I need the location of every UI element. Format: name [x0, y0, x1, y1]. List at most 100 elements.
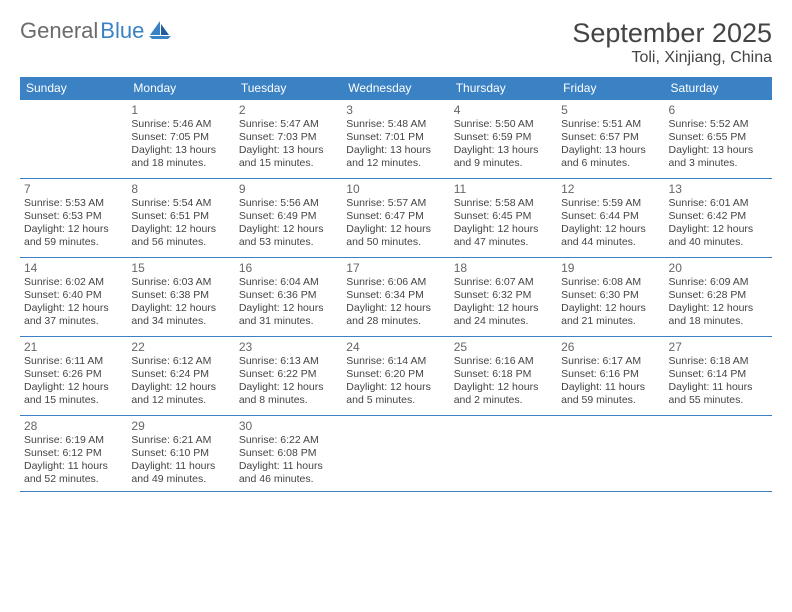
dow-friday: Friday: [557, 77, 664, 99]
sunset-text: Sunset: 6:14 PM: [669, 368, 768, 381]
sail-icon: [148, 19, 172, 44]
logo-text-blue: Blue: [100, 18, 144, 44]
day-cell: 17Sunrise: 6:06 AMSunset: 6:34 PMDayligh…: [342, 258, 449, 336]
sunset-text: Sunset: 6:26 PM: [24, 368, 123, 381]
daylight-text-1: Daylight: 13 hours: [454, 144, 553, 157]
day-info: Sunrise: 5:52 AMSunset: 6:55 PMDaylight:…: [669, 118, 768, 171]
dow-wednesday: Wednesday: [342, 77, 449, 99]
day-info: Sunrise: 6:08 AMSunset: 6:30 PMDaylight:…: [561, 276, 660, 329]
daylight-text-1: Daylight: 12 hours: [131, 381, 230, 394]
location-label: Toli, Xinjiang, China: [572, 49, 772, 67]
sunrise-text: Sunrise: 6:13 AM: [239, 355, 338, 368]
day-info: Sunrise: 6:21 AMSunset: 6:10 PMDaylight:…: [131, 434, 230, 487]
daylight-text-2: and 18 minutes.: [669, 315, 768, 328]
day-info: Sunrise: 6:03 AMSunset: 6:38 PMDaylight:…: [131, 276, 230, 329]
daylight-text-2: and 50 minutes.: [346, 236, 445, 249]
day-number: 21: [24, 340, 123, 354]
daylight-text-2: and 28 minutes.: [346, 315, 445, 328]
day-info: Sunrise: 5:46 AMSunset: 7:05 PMDaylight:…: [131, 118, 230, 171]
day-cell: 7Sunrise: 5:53 AMSunset: 6:53 PMDaylight…: [20, 179, 127, 257]
days-of-week-header: Sunday Monday Tuesday Wednesday Thursday…: [20, 77, 772, 99]
daylight-text-2: and 49 minutes.: [131, 473, 230, 486]
day-cell-empty: [450, 416, 557, 491]
sunset-text: Sunset: 6:42 PM: [669, 210, 768, 223]
day-info: Sunrise: 5:53 AMSunset: 6:53 PMDaylight:…: [24, 197, 123, 250]
sunset-text: Sunset: 6:44 PM: [561, 210, 660, 223]
day-cell: 25Sunrise: 6:16 AMSunset: 6:18 PMDayligh…: [450, 337, 557, 415]
daylight-text-2: and 2 minutes.: [454, 394, 553, 407]
day-cell: 28Sunrise: 6:19 AMSunset: 6:12 PMDayligh…: [20, 416, 127, 491]
daylight-text-2: and 55 minutes.: [669, 394, 768, 407]
day-number: 14: [24, 261, 123, 275]
sunset-text: Sunset: 6:22 PM: [239, 368, 338, 381]
daylight-text-1: Daylight: 11 hours: [24, 460, 123, 473]
day-cell: 4Sunrise: 5:50 AMSunset: 6:59 PMDaylight…: [450, 100, 557, 178]
sunset-text: Sunset: 6:55 PM: [669, 131, 768, 144]
week-row: 28Sunrise: 6:19 AMSunset: 6:12 PMDayligh…: [20, 415, 772, 492]
day-number: 6: [669, 103, 768, 117]
logo: GeneralBlue: [20, 18, 172, 44]
day-cell: 19Sunrise: 6:08 AMSunset: 6:30 PMDayligh…: [557, 258, 664, 336]
day-number: 25: [454, 340, 553, 354]
day-cell: 18Sunrise: 6:07 AMSunset: 6:32 PMDayligh…: [450, 258, 557, 336]
calendar-page: GeneralBlue September 2025 Toli, Xinjian…: [0, 0, 792, 502]
daylight-text-1: Daylight: 12 hours: [669, 302, 768, 315]
day-cell: 9Sunrise: 5:56 AMSunset: 6:49 PMDaylight…: [235, 179, 342, 257]
sunset-text: Sunset: 6:24 PM: [131, 368, 230, 381]
sunrise-text: Sunrise: 6:21 AM: [131, 434, 230, 447]
sunset-text: Sunset: 6:30 PM: [561, 289, 660, 302]
sunrise-text: Sunrise: 6:07 AM: [454, 276, 553, 289]
daylight-text-1: Daylight: 12 hours: [454, 381, 553, 394]
sunrise-text: Sunrise: 5:48 AM: [346, 118, 445, 131]
daylight-text-2: and 15 minutes.: [239, 157, 338, 170]
day-number: 4: [454, 103, 553, 117]
day-cell: 14Sunrise: 6:02 AMSunset: 6:40 PMDayligh…: [20, 258, 127, 336]
daylight-text-1: Daylight: 12 hours: [239, 302, 338, 315]
sunset-text: Sunset: 6:32 PM: [454, 289, 553, 302]
day-info: Sunrise: 6:12 AMSunset: 6:24 PMDaylight:…: [131, 355, 230, 408]
daylight-text-2: and 46 minutes.: [239, 473, 338, 486]
sunrise-text: Sunrise: 6:06 AM: [346, 276, 445, 289]
sunrise-text: Sunrise: 5:59 AM: [561, 197, 660, 210]
day-cell: 1Sunrise: 5:46 AMSunset: 7:05 PMDaylight…: [127, 100, 234, 178]
daylight-text-2: and 18 minutes.: [131, 157, 230, 170]
daylight-text-2: and 47 minutes.: [454, 236, 553, 249]
week-row: 7Sunrise: 5:53 AMSunset: 6:53 PMDaylight…: [20, 178, 772, 257]
daylight-text-1: Daylight: 13 hours: [561, 144, 660, 157]
day-info: Sunrise: 6:14 AMSunset: 6:20 PMDaylight:…: [346, 355, 445, 408]
dow-tuesday: Tuesday: [235, 77, 342, 99]
sunrise-text: Sunrise: 6:02 AM: [24, 276, 123, 289]
daylight-text-2: and 15 minutes.: [24, 394, 123, 407]
daylight-text-1: Daylight: 12 hours: [346, 381, 445, 394]
day-number: 7: [24, 182, 123, 196]
daylight-text-2: and 40 minutes.: [669, 236, 768, 249]
daylight-text-1: Daylight: 11 hours: [561, 381, 660, 394]
daylight-text-1: Daylight: 13 hours: [346, 144, 445, 157]
sunrise-text: Sunrise: 6:17 AM: [561, 355, 660, 368]
day-number: 5: [561, 103, 660, 117]
day-number: 9: [239, 182, 338, 196]
sunrise-text: Sunrise: 5:54 AM: [131, 197, 230, 210]
day-number: 11: [454, 182, 553, 196]
daylight-text-1: Daylight: 12 hours: [239, 223, 338, 236]
week-row: 1Sunrise: 5:46 AMSunset: 7:05 PMDaylight…: [20, 99, 772, 178]
sunrise-text: Sunrise: 5:50 AM: [454, 118, 553, 131]
daylight-text-1: Daylight: 12 hours: [239, 381, 338, 394]
day-number: 8: [131, 182, 230, 196]
day-cell: 29Sunrise: 6:21 AMSunset: 6:10 PMDayligh…: [127, 416, 234, 491]
daylight-text-1: Daylight: 12 hours: [669, 223, 768, 236]
sunset-text: Sunset: 6:51 PM: [131, 210, 230, 223]
day-number: 1: [131, 103, 230, 117]
month-title: September 2025: [572, 18, 772, 49]
day-cell: 6Sunrise: 5:52 AMSunset: 6:55 PMDaylight…: [665, 100, 772, 178]
day-info: Sunrise: 6:19 AMSunset: 6:12 PMDaylight:…: [24, 434, 123, 487]
day-number: 19: [561, 261, 660, 275]
sunset-text: Sunset: 6:08 PM: [239, 447, 338, 460]
day-cell: 15Sunrise: 6:03 AMSunset: 6:38 PMDayligh…: [127, 258, 234, 336]
day-number: 28: [24, 419, 123, 433]
day-number: 26: [561, 340, 660, 354]
day-number: 13: [669, 182, 768, 196]
sunrise-text: Sunrise: 5:58 AM: [454, 197, 553, 210]
sunrise-text: Sunrise: 6:01 AM: [669, 197, 768, 210]
sunrise-text: Sunrise: 6:14 AM: [346, 355, 445, 368]
